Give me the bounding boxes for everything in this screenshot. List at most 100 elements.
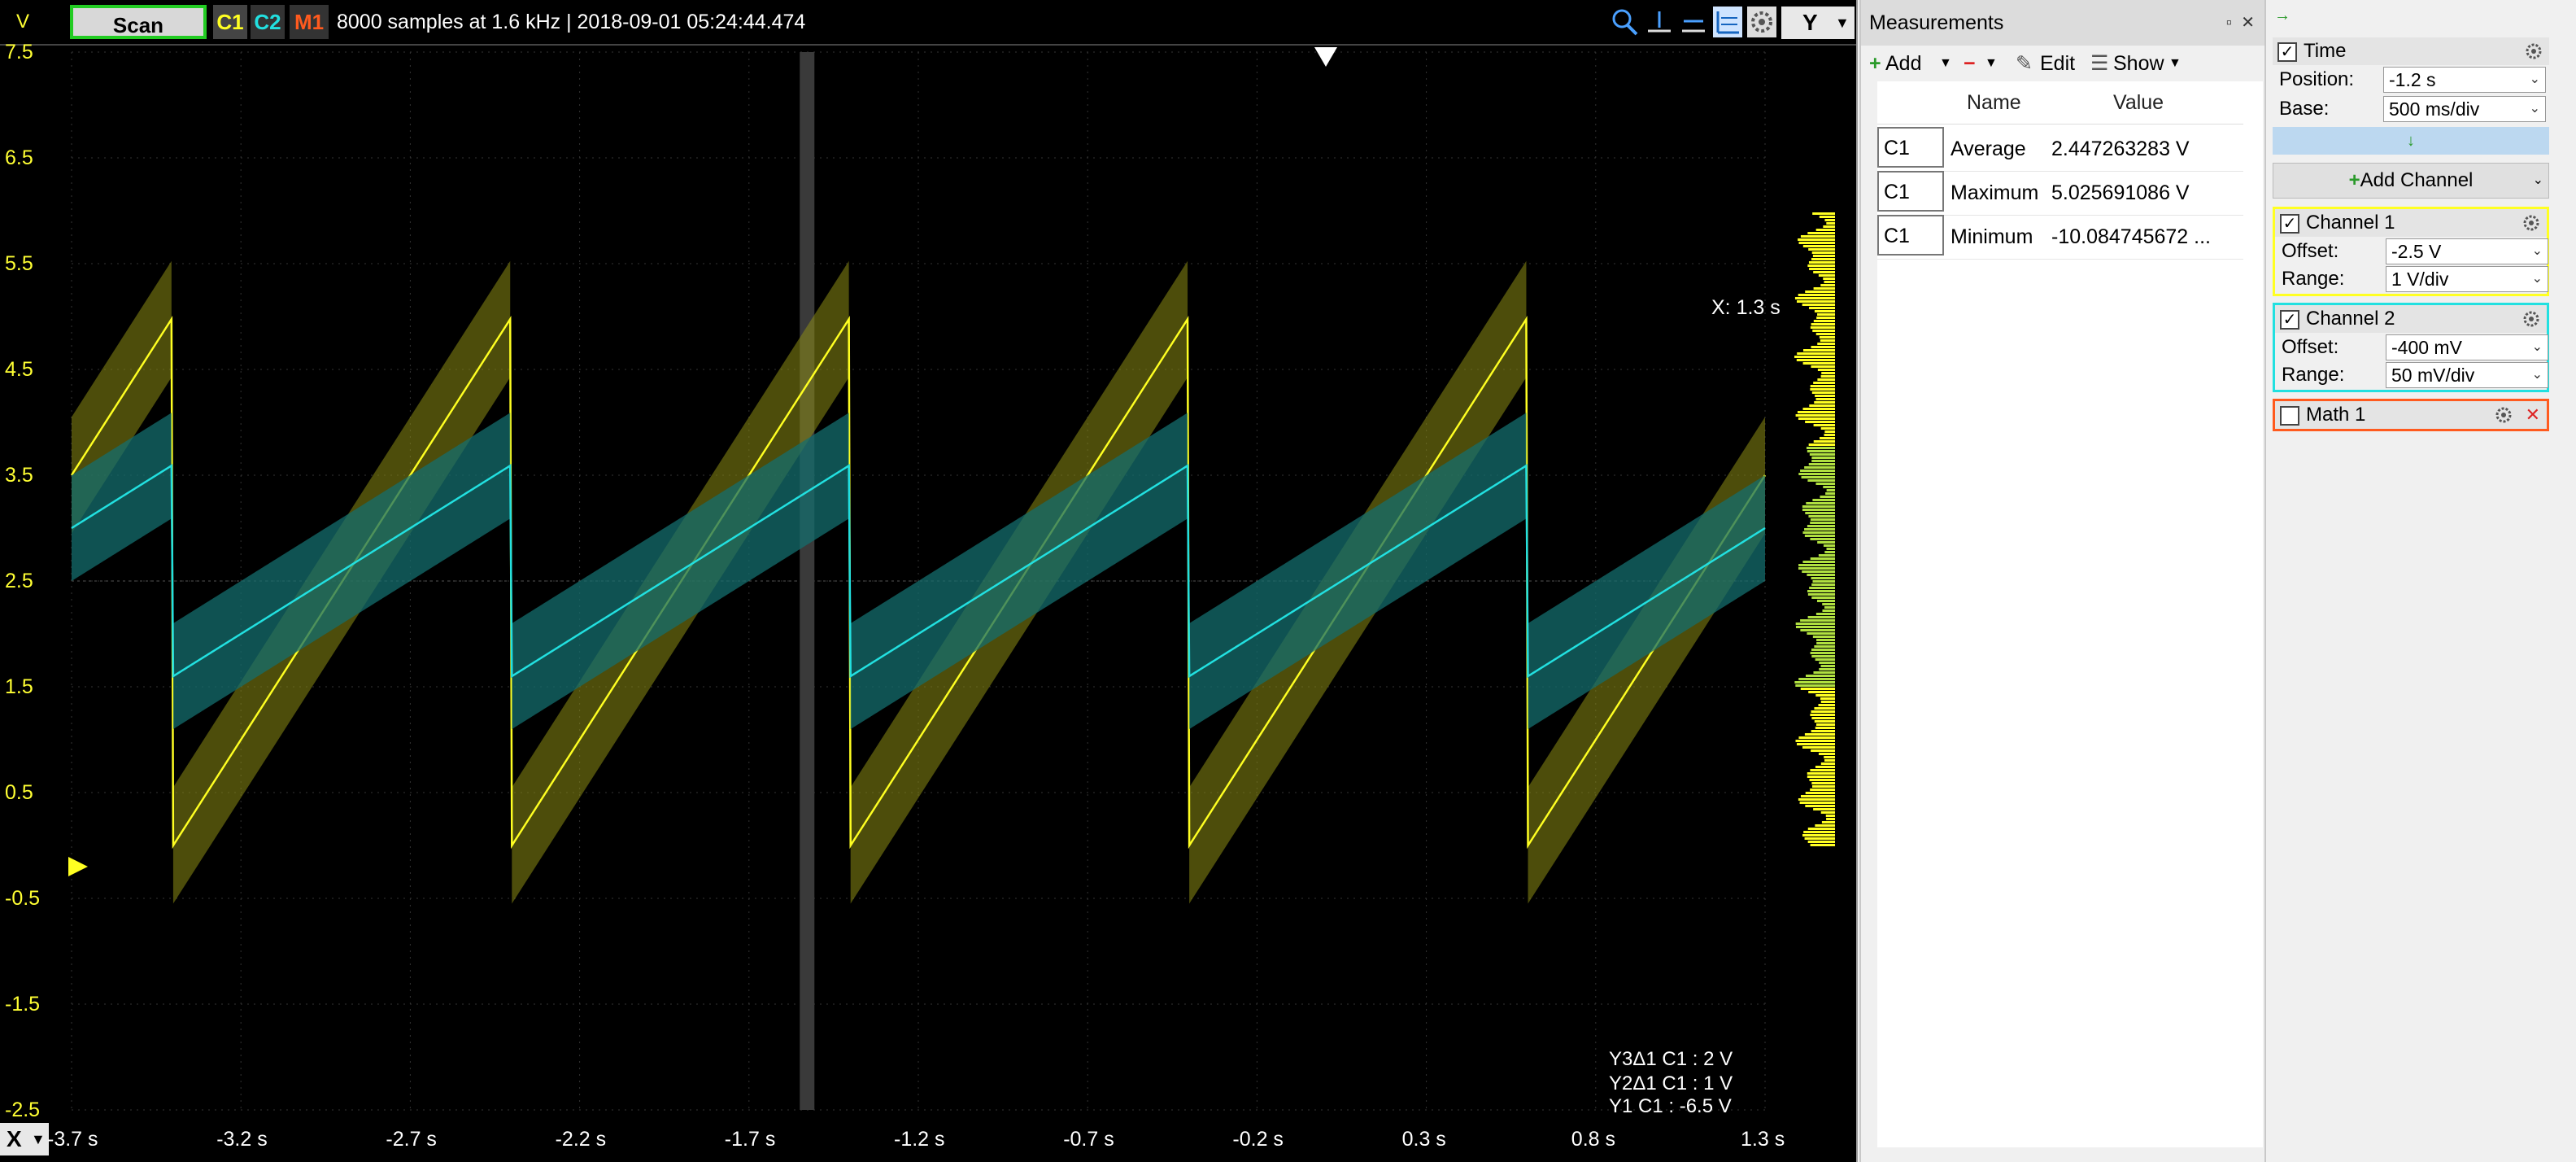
histogram-bar bbox=[1810, 714, 1835, 716]
channel1-range-select[interactable]: 1 V/div ⌄ bbox=[2386, 266, 2548, 292]
x-tick-label: -0.7 s bbox=[1063, 1128, 1114, 1151]
histogram-bar bbox=[1806, 502, 1835, 505]
offset-label: Offset: bbox=[2282, 240, 2339, 262]
histogram-bar bbox=[1815, 824, 1835, 827]
show-button[interactable]: Show bbox=[2113, 52, 2164, 75]
position-value: -1.2 s bbox=[2389, 69, 2436, 90]
chevron-down-icon[interactable]: ▼ bbox=[2168, 56, 2182, 70]
base-select[interactable]: 500 ms/div ⌄ bbox=[2383, 96, 2546, 122]
histogram-bar bbox=[1804, 528, 1835, 531]
histogram-bar bbox=[1794, 681, 1835, 684]
arrow-right-icon[interactable]: → bbox=[2274, 7, 2291, 24]
range-value: 50 mV/div bbox=[2391, 365, 2475, 386]
histogram-bar bbox=[1807, 828, 1835, 830]
histogram-bar bbox=[1815, 766, 1835, 768]
x-axis-menu[interactable]: X ▼ bbox=[0, 1123, 49, 1155]
cursor-h-icon[interactable] bbox=[1645, 7, 1674, 37]
x-axis: X ▼ -3.7 s -3.2 s -2.7 s -2.2 s -1.7 s -1.2 s-… bbox=[0, 1118, 1856, 1162]
x-tick-label: 0.3 s bbox=[1401, 1128, 1446, 1151]
add-channel-button[interactable]: +Add Channel ⌄ bbox=[2273, 163, 2549, 199]
cursor-band bbox=[800, 52, 815, 1110]
histogram-bar bbox=[1813, 271, 1835, 273]
float-icon[interactable]: ▫ bbox=[2225, 14, 2232, 32]
gear-icon[interactable] bbox=[2493, 404, 2514, 426]
row-name: Minimum bbox=[1951, 225, 2033, 248]
scope-view: V Scan C1 C2 M1 8000 samples at 1.6 kHz … bbox=[0, 0, 1856, 1162]
column-header-value[interactable]: Value bbox=[2113, 91, 2164, 114]
histogram-bar bbox=[1824, 430, 1835, 433]
math-m1-tag[interactable]: M1 bbox=[290, 5, 329, 39]
time-checkbox[interactable]: ✓ bbox=[2277, 42, 2297, 62]
channel-c1-tag[interactable]: C1 bbox=[213, 5, 247, 39]
channel2-range-select[interactable]: 50 mV/div ⌄ bbox=[2386, 362, 2548, 388]
splitter[interactable] bbox=[1856, 0, 1858, 1162]
histogram-bar bbox=[1810, 788, 1835, 791]
histogram-bar bbox=[1811, 710, 1835, 713]
math1-checkbox[interactable] bbox=[2280, 406, 2299, 426]
y-tick-label: 6.5 bbox=[5, 146, 33, 169]
table-row[interactable]: C1 Maximum 5.025691086 V bbox=[1877, 171, 2243, 216]
gear-icon[interactable] bbox=[2521, 308, 2542, 330]
histogram-bar bbox=[1819, 216, 1835, 218]
histogram-bar bbox=[1808, 443, 1835, 446]
histogram-bar bbox=[1820, 284, 1835, 286]
close-icon[interactable]: ✕ bbox=[2241, 14, 2255, 32]
histogram-bar bbox=[1798, 798, 1835, 801]
histogram-bar bbox=[1800, 235, 1835, 238]
histogram-bar bbox=[1817, 378, 1835, 381]
channel-c2-tag[interactable]: C2 bbox=[251, 5, 285, 39]
histogram-bar bbox=[1806, 675, 1835, 677]
column-header-name[interactable]: Name bbox=[1967, 91, 2021, 114]
histogram-bar bbox=[1814, 310, 1835, 312]
channel1-offset-select[interactable]: -2.5 V ⌄ bbox=[2386, 238, 2548, 264]
chevron-down-icon: ⌄ bbox=[2531, 340, 2543, 354]
chevron-down-icon[interactable]: ▼ bbox=[1939, 56, 1952, 70]
table-row[interactable]: C1 Average 2.447263283 V bbox=[1877, 127, 2243, 172]
chevron-down-icon[interactable]: ▼ bbox=[1985, 56, 1998, 70]
histogram-bar bbox=[1809, 268, 1835, 270]
gear-icon[interactable] bbox=[2523, 41, 2544, 62]
table-row[interactable]: C1 Minimum -10.084745672 ... bbox=[1877, 215, 2243, 260]
scan-button[interactable]: Scan bbox=[70, 5, 207, 39]
measurements-table: Name Value C1 Average 2.447263283 V C1 Maxim… bbox=[1877, 81, 2263, 1147]
position-select[interactable]: -1.2 s ⌄ bbox=[2383, 67, 2546, 93]
histogram-bar bbox=[1818, 274, 1835, 277]
histogram-bar bbox=[1798, 473, 1835, 475]
y-axis-menu[interactable]: Y ▼ bbox=[1781, 7, 1855, 39]
zoom-icon[interactable] bbox=[1611, 7, 1640, 37]
histogram-bar bbox=[1818, 554, 1835, 557]
cursor-v-icon[interactable] bbox=[1679, 7, 1708, 37]
time-group: ✓ Time Position: -1.2 s ⌄ Base: 500 ms/di… bbox=[2273, 37, 2549, 158]
histogram-bar bbox=[1816, 642, 1835, 644]
settings-icon[interactable] bbox=[1747, 7, 1776, 37]
measurements-header: Measurements ▫ ✕ bbox=[1861, 0, 2264, 46]
add-measurement-button[interactable]: Add bbox=[1885, 52, 1922, 75]
histogram-bar bbox=[1796, 359, 1835, 361]
time-header: ✓ Time bbox=[2273, 37, 2549, 65]
gear-icon[interactable] bbox=[2521, 212, 2542, 234]
histogram-bar bbox=[1810, 522, 1835, 524]
histogram-bar bbox=[1820, 762, 1835, 765]
histogram-bar bbox=[1819, 668, 1835, 671]
channel2-offset-select[interactable]: -400 mV ⌄ bbox=[2386, 334, 2548, 360]
histogram-bar bbox=[1807, 632, 1835, 635]
expand-bar[interactable]: ↓ bbox=[2273, 127, 2549, 155]
histogram-bar bbox=[1815, 723, 1835, 726]
edit-button[interactable]: Edit bbox=[2040, 52, 2076, 75]
cursor-readout: Y3Δ1 C1 : 2 V bbox=[1609, 1048, 1733, 1070]
channel1-checkbox[interactable]: ✓ bbox=[2280, 214, 2299, 234]
histogram-bar bbox=[1824, 434, 1835, 436]
histogram-bar bbox=[1811, 596, 1835, 599]
histogram-bar bbox=[1805, 512, 1835, 514]
grid-icon[interactable] bbox=[1713, 7, 1742, 37]
close-icon[interactable]: ✕ bbox=[2525, 404, 2540, 425]
histogram-bar bbox=[1815, 483, 1835, 485]
channel2-checkbox[interactable]: ✓ bbox=[2280, 310, 2299, 330]
histogram-bar bbox=[1805, 805, 1835, 807]
math1-header: Math 1 ✕ bbox=[2275, 401, 2547, 429]
measurements-panel: Measurements ▫ ✕ + Add ▼ − ▼ ✎ Edit ☰ Sh… bbox=[1859, 0, 2264, 1162]
chevron-down-icon: ⌄ bbox=[2529, 102, 2540, 116]
histogram-bar bbox=[1820, 427, 1835, 430]
remove-icon[interactable]: − bbox=[1964, 52, 1976, 75]
waveform-plot[interactable] bbox=[0, 44, 1856, 1118]
